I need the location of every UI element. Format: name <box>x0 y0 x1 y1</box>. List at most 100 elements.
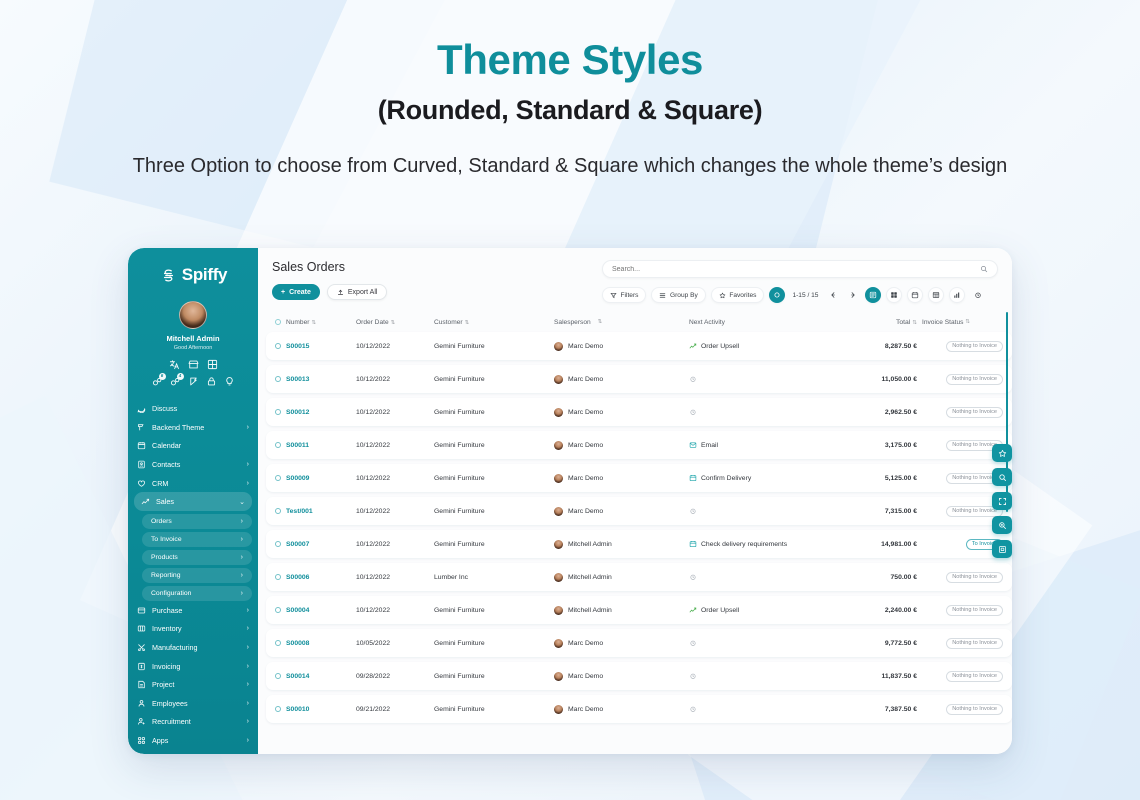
cell-number[interactable]: S00012 <box>286 408 310 416</box>
sidebar-item-manufacturing[interactable]: Manufacturing › <box>128 638 258 657</box>
sidebar-item-sales[interactable]: Sales ⌄ <box>134 492 252 512</box>
row-checkbox[interactable] <box>270 375 286 383</box>
sidebar-item-orders[interactable]: Orders › <box>142 513 252 530</box>
cell-customer: Gemini Furniture <box>434 441 485 449</box>
cell-number[interactable]: S00009 <box>286 474 310 482</box>
table-row[interactable]: S00006 10/12/2022 Lumber Inc Mitchell Admin… <box>266 563 1012 591</box>
apps-grid-icon[interactable] <box>207 359 218 370</box>
sidebar-item-reporting[interactable]: Reporting › <box>142 567 252 584</box>
row-checkbox[interactable] <box>270 408 286 416</box>
table-row[interactable]: Test/001 10/12/2022 Gemini Furniture Marc D… <box>266 497 1012 525</box>
search-icon[interactable] <box>980 265 988 273</box>
list-view-button[interactable] <box>865 287 882 303</box>
pivot-view-button[interactable] <box>928 287 945 303</box>
sidebar-item-calendar[interactable]: Calendar <box>128 437 258 456</box>
sidebar-item-to-invoice[interactable]: To Invoice › <box>142 531 252 548</box>
sidebar-item-inventory[interactable]: Inventory › <box>128 620 258 639</box>
row-checkbox[interactable] <box>270 474 286 482</box>
sidebar-item-backend-theme[interactable]: Backend Theme › <box>128 418 258 437</box>
table-row[interactable]: S00011 10/12/2022 Gemini Furniture Marc Dem… <box>266 431 1012 459</box>
cell-number[interactable]: S00004 <box>286 606 310 614</box>
row-checkbox[interactable] <box>270 705 286 713</box>
fullscreen-icon-button[interactable] <box>992 492 1012 510</box>
create-button[interactable]: + Create <box>272 284 320 300</box>
cell-customer: Gemini Furniture <box>434 606 485 614</box>
column-header-salesperson[interactable]: Salesperson ⇅ <box>554 318 603 326</box>
lightbulb-icon[interactable] <box>224 376 235 387</box>
sidebar-item-employees[interactable]: Employees › <box>128 694 258 713</box>
row-checkbox[interactable] <box>270 639 286 647</box>
activity-icon[interactable]: 6 <box>152 372 166 387</box>
avatar[interactable] <box>179 301 207 329</box>
column-header-order-date[interactable]: Order Date ⇅ <box>356 318 396 326</box>
sidebar-item-discuss[interactable]: Discuss <box>128 400 258 419</box>
cell-number[interactable]: S00013 <box>286 375 310 383</box>
column-header-customer[interactable]: Customer ⇅ <box>434 318 470 326</box>
filters-button[interactable]: Filters <box>602 287 647 303</box>
sidebar-item-project[interactable]: Project › <box>128 675 258 694</box>
cell-number[interactable]: S00011 <box>286 441 310 449</box>
calendar-view-button[interactable] <box>907 287 924 303</box>
table-row[interactable]: S00015 10/12/2022 Gemini Furniture Marc Dem… <box>266 332 1012 360</box>
table-row[interactable]: S00013 10/12/2022 Gemini Furniture Marc Dem… <box>266 365 1012 393</box>
activity-view-button[interactable] <box>970 287 985 303</box>
row-checkbox[interactable] <box>270 672 286 680</box>
export-all-button[interactable]: Export All <box>326 284 388 300</box>
row-checkbox[interactable] <box>270 507 286 515</box>
sidebar-item-settings[interactable]: Settings › <box>128 750 258 754</box>
cell-number[interactable]: S00014 <box>286 672 310 680</box>
row-checkbox[interactable] <box>270 540 286 548</box>
search-icon-button[interactable] <box>992 468 1012 486</box>
graph-view-button[interactable] <box>949 287 966 303</box>
cell-number[interactable]: S00008 <box>286 639 310 647</box>
row-checkbox[interactable] <box>270 606 286 614</box>
table-row[interactable]: S00014 09/28/2022 Gemini Furniture Marc Dem… <box>266 662 1012 690</box>
brand-logo[interactable]: Spiffy <box>128 260 258 290</box>
column-header-invoice-status[interactable]: Invoice Status ⇅ <box>922 318 971 326</box>
row-checkbox[interactable] <box>270 573 286 581</box>
row-checkbox[interactable] <box>270 342 286 350</box>
zoom-in-icon-button[interactable] <box>992 516 1012 534</box>
cell-number[interactable]: S00007 <box>286 540 310 548</box>
search-bar[interactable] <box>602 260 998 278</box>
search-input[interactable] <box>612 265 980 273</box>
sidebar-item-apps[interactable]: Apps › <box>128 731 258 750</box>
column-header-next-activity[interactable]: Next Activity <box>689 318 725 326</box>
previous-page-button[interactable] <box>825 287 840 303</box>
table-row[interactable]: S00009 10/12/2022 Gemini Furniture Marc Dem… <box>266 464 1012 492</box>
favorites-button[interactable]: Favorites <box>710 287 765 303</box>
column-header-total[interactable]: Total ⇅ <box>895 318 917 326</box>
table-row[interactable]: S00010 09/21/2022 Gemini Furniture Marc Dem… <box>266 695 1012 723</box>
sidebar-item-products[interactable]: Products › <box>142 549 252 566</box>
vertical-scrollbar[interactable] <box>1005 312 1008 512</box>
select-all-checkbox[interactable] <box>270 318 286 326</box>
cell-number[interactable]: S00010 <box>286 705 310 713</box>
table-row[interactable]: S00012 10/12/2022 Gemini Furniture Marc Dem… <box>266 398 1012 426</box>
translate-icon[interactable] <box>169 359 180 370</box>
shop-icon[interactable] <box>188 359 199 370</box>
cell-number[interactable]: S00006 <box>286 573 310 581</box>
megaphone-icon[interactable] <box>188 376 199 387</box>
star-icon-button[interactable] <box>992 444 1012 462</box>
sidebar-item-contacts[interactable]: Contacts › <box>128 455 258 474</box>
kanban-view-button[interactable] <box>886 287 903 303</box>
lock-icon[interactable] <box>206 376 217 387</box>
group-by-button[interactable]: Group By <box>651 287 706 303</box>
next-page-button[interactable] <box>845 287 860 303</box>
sidebar-item-crm[interactable]: CRM › <box>128 474 258 493</box>
messages-icon[interactable]: 4 <box>170 372 184 387</box>
table-row[interactable]: S00008 10/05/2022 Gemini Furniture Marc Dem… <box>266 629 1012 657</box>
cell-number[interactable]: S00015 <box>286 342 310 350</box>
sidebar-item-purchase[interactable]: Purchase › <box>128 601 258 620</box>
sidebar-item-recruitment[interactable]: Recruitment › <box>128 713 258 732</box>
save-icon-button[interactable] <box>992 540 1012 558</box>
sidebar-item-invoicing[interactable]: Invoicing › <box>128 657 258 676</box>
table-row[interactable]: S00004 10/12/2022 Gemini Furniture Mitchell… <box>266 596 1012 624</box>
refresh-button[interactable] <box>769 287 786 303</box>
sidebar-item-configuration[interactable]: Configuration › <box>142 585 252 602</box>
cell-customer: Gemini Furniture <box>434 639 485 647</box>
column-header-number[interactable]: Number ⇅ <box>286 318 317 326</box>
table-row[interactable]: S00007 10/12/2022 Gemini Furniture Mitchell… <box>266 530 1012 558</box>
row-checkbox[interactable] <box>270 441 286 449</box>
cell-number[interactable]: Test/001 <box>286 507 313 515</box>
